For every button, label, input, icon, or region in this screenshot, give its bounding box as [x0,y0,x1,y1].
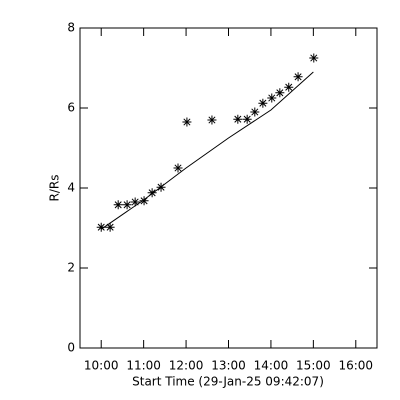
data-point [250,107,260,117]
data-point [267,93,277,103]
data-point [242,114,252,124]
y-tick-label: 2 [67,261,75,275]
data-point [173,163,183,173]
y-tick-label: 6 [67,101,75,115]
data-point [284,82,294,92]
y-axis-label: R/Rs [48,175,62,202]
data-point [96,222,106,232]
x-tick-label: 13:00 [211,359,246,373]
x-tick-label: 11:00 [126,359,161,373]
x-tick-label: 15:00 [296,359,331,373]
fit-line [100,71,314,230]
x-tick-label: 14:00 [254,359,289,373]
data-point [113,200,123,210]
y-tick-label: 8 [67,21,75,35]
x-tick-label: 10:00 [84,359,119,373]
data-point [147,188,157,198]
data-point [293,72,303,82]
data-point [233,114,243,124]
x-tick-label: 16:00 [338,359,373,373]
data-point [258,98,268,108]
data-point [309,53,319,63]
y-tick-label: 0 [67,341,75,355]
data-point [130,197,140,207]
y-tick-label: 4 [67,181,75,195]
x-tick-label: 12:00 [169,359,204,373]
data-point [105,222,115,232]
data-point [275,88,285,98]
data-point [122,200,132,210]
data-point [182,117,192,127]
data-point [207,115,217,125]
x-axis-label: Start Time (29-Jan-25 09:42:07) [132,375,324,389]
data-point [139,196,149,206]
